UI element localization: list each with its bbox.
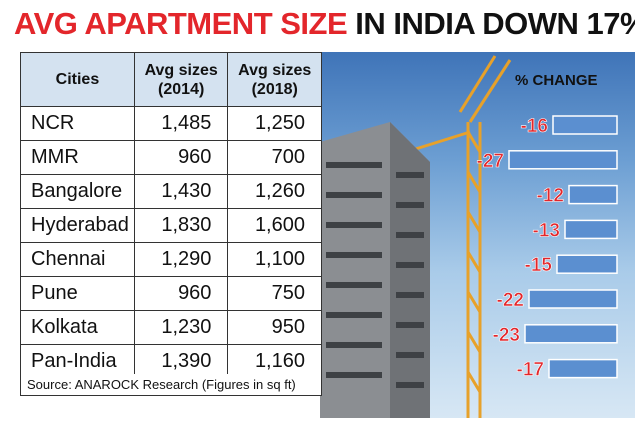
table-row: MMR 960 700 [20,140,322,175]
table-row: Bangalore 1,430 1,260 [20,174,322,209]
bar-mmr [508,150,618,170]
size-2014-cell: 1,485 [133,106,229,141]
bar-value-label: -13 [533,220,560,241]
crane-building-illustration [320,55,512,418]
bar-chennai [556,254,618,274]
size-2018-cell: 1,600 [227,208,322,243]
size-2014-cell: 1,430 [133,174,229,209]
table-row: Pan-India 1,390 1,160 [20,344,322,379]
bar-value-label: -15 [525,255,553,276]
table-header-row: Cities Avg sizes (2014) Avg sizes (2018) [20,52,322,107]
bar-value-label: -16 [521,116,548,137]
table-row: Pune 960 750 [20,276,322,311]
bar-pan-india [548,358,618,379]
city-cell: Hyderabad [20,208,135,243]
city-cell: Bangalore [20,174,135,209]
city-cell: Kolkata [20,310,135,345]
city-cell: Pune [20,276,135,311]
bar-pune [528,289,618,309]
bar-bangalore [568,184,618,205]
size-2018-cell: 1,250 [227,106,322,141]
chart-title: % CHANGE [515,72,598,89]
bar-value-label: -17 [517,360,544,381]
bar-value-label: -27 [477,151,504,172]
bar-value-label: -12 [537,186,564,207]
bar-kolkata [524,324,618,344]
header-2014: Avg sizes (2014) [133,52,229,107]
city-cell: MMR [20,140,135,175]
page-title: AVG APARTMENT SIZE IN INDIA DOWN 17% [0,0,635,48]
size-2018-cell: 750 [227,276,322,311]
header-2018: Avg sizes (2018) [227,52,322,107]
size-2018-cell: 700 [227,140,322,175]
bar-value-label: -22 [497,290,524,311]
title-highlight: AVG APARTMENT SIZE [14,6,348,41]
title-rest: IN INDIA DOWN 17% [355,6,635,41]
apartment-size-table: Cities Avg sizes (2014) Avg sizes (2018)… [20,52,322,379]
bar-ncr [552,115,618,135]
header-cities: Cities [20,52,135,107]
size-2018-cell: 950 [227,310,322,345]
source-note: Source: ANAROCK Research (Figures in sq … [20,374,322,396]
city-cell: NCR [20,106,135,141]
size-2018-cell: 1,160 [227,344,322,379]
bar-value-label: -23 [493,325,520,346]
city-cell: Chennai [20,242,135,277]
bar-hyderabad [564,219,618,240]
size-2014-cell: 960 [133,276,229,311]
table-row: NCR 1,485 1,250 [20,106,322,141]
table-row: Hyderabad 1,830 1,600 [20,208,322,243]
